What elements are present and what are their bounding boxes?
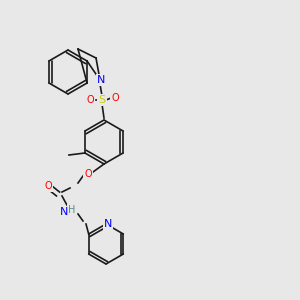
Text: N: N	[97, 75, 105, 85]
Text: H: H	[68, 205, 76, 215]
Text: N: N	[60, 207, 68, 217]
Text: N: N	[104, 219, 112, 229]
Text: O: O	[111, 93, 119, 103]
Text: S: S	[98, 95, 106, 105]
Text: O: O	[44, 181, 52, 191]
Text: O: O	[86, 95, 94, 105]
Text: O: O	[84, 169, 92, 179]
